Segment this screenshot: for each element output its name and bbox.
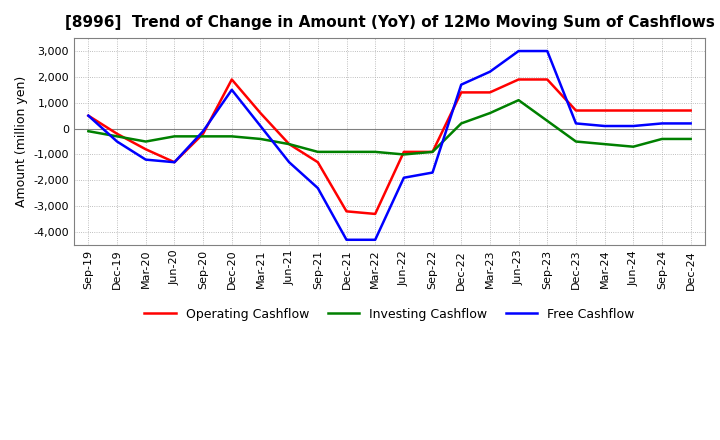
Investing Cashflow [686, 136, 695, 142]
Operating Cashflow [228, 77, 236, 82]
Legend: Operating Cashflow, Investing Cashflow, Free Cashflow: Operating Cashflow, Investing Cashflow, … [140, 303, 639, 326]
Line: Operating Cashflow: Operating Cashflow [89, 80, 690, 214]
Operating Cashflow [170, 160, 179, 165]
Free Cashflow [84, 113, 93, 118]
Free Cashflow [313, 185, 322, 191]
Operating Cashflow [629, 108, 638, 113]
Free Cashflow [572, 121, 580, 126]
Free Cashflow [543, 48, 552, 54]
Free Cashflow [199, 128, 207, 134]
Free Cashflow [256, 123, 265, 128]
Investing Cashflow [514, 98, 523, 103]
Investing Cashflow [285, 142, 294, 147]
Investing Cashflow [228, 134, 236, 139]
Operating Cashflow [371, 211, 379, 216]
Investing Cashflow [600, 142, 609, 147]
Investing Cashflow [170, 134, 179, 139]
Operating Cashflow [457, 90, 466, 95]
Investing Cashflow [313, 149, 322, 154]
Operating Cashflow [657, 108, 666, 113]
Free Cashflow [113, 139, 122, 144]
Operating Cashflow [543, 77, 552, 82]
Free Cashflow [457, 82, 466, 87]
Investing Cashflow [657, 136, 666, 142]
Investing Cashflow [400, 152, 408, 157]
Investing Cashflow [113, 134, 122, 139]
Operating Cashflow [141, 147, 150, 152]
Investing Cashflow [543, 118, 552, 124]
Free Cashflow [371, 237, 379, 242]
Investing Cashflow [457, 121, 466, 126]
Operating Cashflow [686, 108, 695, 113]
Investing Cashflow [485, 110, 494, 116]
Free Cashflow [228, 87, 236, 92]
Free Cashflow [285, 160, 294, 165]
Operating Cashflow [342, 209, 351, 214]
Operating Cashflow [113, 131, 122, 136]
Operating Cashflow [428, 149, 437, 154]
Free Cashflow [428, 170, 437, 175]
Investing Cashflow [342, 149, 351, 154]
Operating Cashflow [600, 108, 609, 113]
Operating Cashflow [572, 108, 580, 113]
Y-axis label: Amount (million yen): Amount (million yen) [15, 76, 28, 207]
Free Cashflow [170, 160, 179, 165]
Line: Investing Cashflow: Investing Cashflow [89, 100, 690, 154]
Free Cashflow [141, 157, 150, 162]
Operating Cashflow [84, 113, 93, 118]
Investing Cashflow [371, 149, 379, 154]
Free Cashflow [629, 123, 638, 128]
Free Cashflow [342, 237, 351, 242]
Operating Cashflow [313, 160, 322, 165]
Free Cashflow [400, 175, 408, 180]
Free Cashflow [514, 48, 523, 54]
Free Cashflow [600, 123, 609, 128]
Investing Cashflow [199, 134, 207, 139]
Operating Cashflow [400, 149, 408, 154]
Investing Cashflow [84, 128, 93, 134]
Investing Cashflow [629, 144, 638, 149]
Investing Cashflow [256, 136, 265, 142]
Investing Cashflow [141, 139, 150, 144]
Investing Cashflow [572, 139, 580, 144]
Operating Cashflow [256, 110, 265, 116]
Operating Cashflow [285, 142, 294, 147]
Free Cashflow [485, 69, 494, 74]
Operating Cashflow [514, 77, 523, 82]
Free Cashflow [657, 121, 666, 126]
Investing Cashflow [428, 149, 437, 154]
Operating Cashflow [485, 90, 494, 95]
Title: [8996]  Trend of Change in Amount (YoY) of 12Mo Moving Sum of Cashflows: [8996] Trend of Change in Amount (YoY) o… [65, 15, 714, 30]
Line: Free Cashflow: Free Cashflow [89, 51, 690, 240]
Operating Cashflow [199, 131, 207, 136]
Free Cashflow [686, 121, 695, 126]
